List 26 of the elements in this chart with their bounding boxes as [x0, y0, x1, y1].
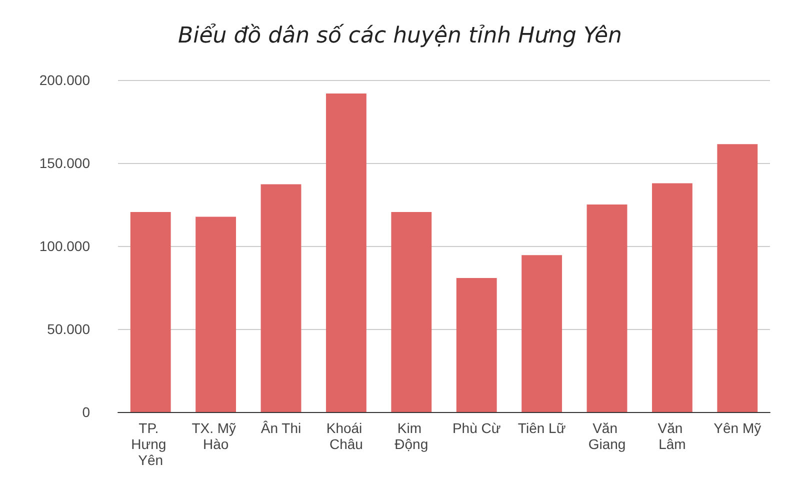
bar	[130, 212, 171, 412]
y-tick-label: 100.000	[39, 238, 90, 254]
bar	[391, 212, 432, 412]
bar	[326, 93, 366, 412]
bar	[522, 255, 562, 412]
x-tick-label: Khoái Châu	[326, 420, 366, 452]
y-tick-label: 50.000	[47, 321, 90, 337]
bar	[196, 216, 236, 412]
x-tick-label: Tiên Lữ	[518, 420, 566, 436]
x-tick-label: Văn Giang	[588, 420, 626, 452]
y-tick-label: 150.000	[39, 155, 90, 171]
chart-title: Biểu đồ dân số các huyện tỉnh Hưng Yên	[178, 24, 622, 48]
y-tick-label: 200.000	[39, 72, 90, 88]
bar	[456, 278, 497, 412]
bar	[717, 144, 758, 412]
bar	[260, 184, 302, 412]
x-tick-label: TX. Mỹ Hào	[192, 420, 240, 452]
bar	[652, 183, 692, 412]
x-tick-label: Yên Mỹ	[714, 420, 762, 436]
x-tick-label: TP. Hưng Yên	[131, 420, 170, 468]
x-tick-label: Văn Lâm	[658, 420, 687, 452]
x-tick-label: Phù Cừ	[452, 420, 501, 436]
x-tick-label: Kim Động	[394, 420, 428, 452]
x-tick-label: Ân Thi	[260, 420, 302, 436]
bar	[586, 204, 628, 412]
y-tick-label: 0	[82, 404, 90, 420]
